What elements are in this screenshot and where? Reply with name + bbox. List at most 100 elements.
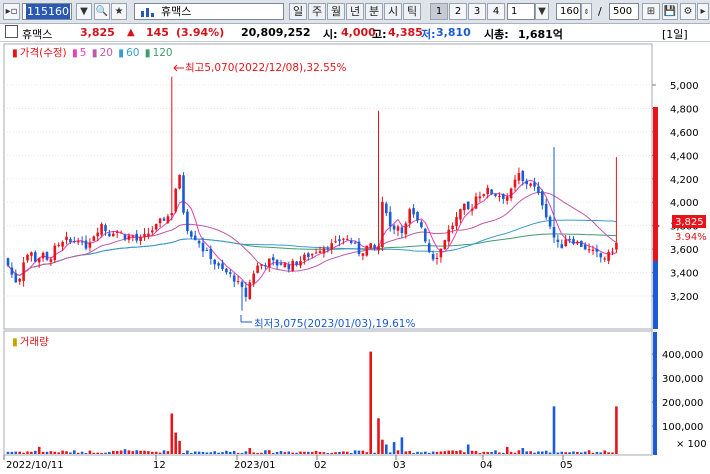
legend-ma60: 60 [126,47,140,59]
period-minute[interactable]: 분 [365,3,383,20]
candle-body [61,242,64,247]
interval-2[interactable]: 2 [449,3,467,20]
stock-name-field[interactable]: 휴맥스 [134,3,284,20]
more-icon[interactable]: ▸ [697,3,709,20]
total-input[interactable]: 500 [609,3,639,20]
candle-body [322,248,326,254]
period-tick[interactable]: 틱 [403,3,421,20]
count-stepper-icon[interactable]: ⇕ [581,3,592,20]
period-hour[interactable]: 시 [384,3,402,20]
candle-body [193,235,197,241]
volume-bar [334,452,337,454]
volume-bar [517,450,521,454]
volume-bar [240,452,244,454]
volume-bar [591,452,595,454]
menu-toggle-icon[interactable]: ▸▫ [3,3,20,20]
period-month[interactable]: 월 [327,3,345,20]
candle-body [92,236,96,241]
candle-body [213,259,216,265]
info-high: 4,385 [388,26,423,39]
candle-body [576,241,579,244]
volume-bar [373,452,376,454]
settings-gear-icon[interactable]: ⚙ [680,3,696,20]
candle-body [330,243,333,250]
candle-body [170,212,174,216]
candle-body [178,174,181,189]
x-tick-label: 04 [480,460,493,471]
period-week[interactable]: 주 [308,3,326,20]
period-year[interactable]: 년 [346,3,364,20]
candle-body [229,272,232,274]
candle-body [295,261,298,265]
period-badge[interactable]: [1일] [662,28,688,41]
info-open-label: 시: [323,28,338,41]
candle-body [252,273,255,284]
y-tick-label: 4,800 [670,104,699,115]
interval-3[interactable]: 3 [468,3,486,20]
stock-code-input[interactable]: 115160 [22,3,72,20]
volume-bar [256,453,259,455]
candle-body [482,194,486,196]
volume-bar [190,452,193,454]
volume-bar [349,453,353,455]
candle-body [248,282,252,299]
legend-price: 가격(수정) [19,47,67,59]
volume-bar [330,452,333,454]
code-dropdown-icon[interactable]: ▼ [76,3,92,20]
x-tick-label: 12 [153,460,166,471]
volume-bar [455,451,458,454]
interval-1[interactable]: 1 [430,3,448,20]
candle-body [115,231,119,233]
search-icon[interactable]: 🔍 [94,3,110,20]
info-checkbox[interactable] [5,25,18,38]
candle-body [466,201,470,210]
info-high-label: 고: [372,28,387,41]
volume-bar [478,453,482,455]
interval-4[interactable]: 4 [487,3,505,20]
volume-bar [607,452,610,454]
volume-bar [166,451,170,454]
y-tick-label: 3,400 [670,269,699,280]
volume-bar [213,451,216,454]
period-day[interactable]: 일 [289,3,307,20]
candle-body [517,173,521,181]
volume-bar [252,452,255,454]
count-slash: / [598,5,602,18]
candle-body [400,227,404,233]
candle-body [416,212,419,221]
volume-bar [595,452,599,454]
candle-body [611,251,614,253]
count-input[interactable]: 160 [556,3,581,20]
x-tick-label: 02 [314,460,327,471]
interval-dropdown-icon[interactable]: ▼ [535,3,549,20]
y-tick-label: 4,200 [670,175,699,186]
volume-bar [100,452,103,454]
candle-body [147,233,150,236]
favorite-star-icon[interactable]: ★ [111,3,127,20]
volume-bar [486,452,489,454]
save-icon[interactable]: 💾 [662,3,678,20]
volume-bar [572,451,575,454]
volume-bar [131,451,135,454]
volume-bar [470,450,474,454]
volume-bar [431,451,435,454]
candle-body [57,244,60,246]
candle-body [513,179,517,188]
volume-bar [548,452,552,454]
volume-bar [392,442,396,454]
legend-ma5: 5 [79,47,87,59]
volume-bar [408,450,411,454]
candle-body [404,223,408,235]
add-window-icon[interactable]: ⊞ [642,3,660,20]
volume-tick-label: 300,000 [662,374,703,385]
stock-chart: 5,0004,8004,6004,4004,2004,0003,8003,600… [3,43,707,471]
volume-bar [295,452,298,454]
candle-body [100,223,103,235]
volume-bar [326,452,330,454]
interval-input[interactable]: 1 [507,3,535,20]
candle-body [615,242,618,250]
volume-bar [365,452,369,454]
candle-body [580,241,583,247]
volume-bar [162,450,166,454]
info-change: 145 [146,26,169,39]
